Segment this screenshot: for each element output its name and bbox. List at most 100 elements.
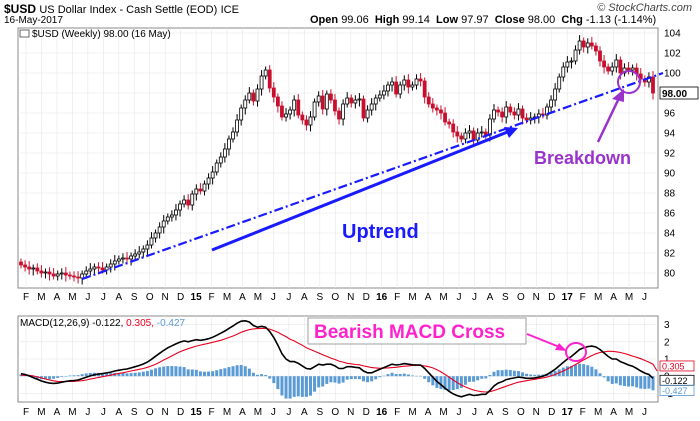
macd-histogram-bar [586, 365, 590, 377]
price-legend-swatch [19, 29, 30, 38]
macd-histogram-bar [349, 376, 353, 380]
candle-body [508, 106, 513, 113]
macd-histogram-bar [374, 376, 378, 380]
price-x-tick-label: A [610, 292, 617, 303]
candle-body [426, 96, 431, 105]
candle-body [402, 79, 407, 86]
macd-histogram-bar [141, 371, 145, 377]
price-x-tick-label: M [408, 292, 416, 303]
bearish-cross-annotation: Bearish MACD Cross [314, 322, 505, 343]
candle-body [626, 67, 631, 71]
macd-histogram-bar [308, 376, 312, 396]
candle-body [585, 42, 590, 48]
candle-body [31, 267, 36, 270]
candle-body [606, 66, 611, 72]
candle-body [133, 253, 138, 257]
price-x-tick-label: J [271, 292, 276, 303]
price-x-tick-label: N [347, 292, 354, 303]
candle-body [369, 103, 374, 111]
macd-histogram-bar [19, 374, 23, 377]
candle-body [443, 112, 447, 123]
macd-value-tag [659, 385, 695, 396]
macd-x-tick-label: D [177, 407, 184, 418]
macd-histogram-bar [386, 374, 390, 377]
candle-body [565, 61, 570, 68]
macd-histogram-bar [121, 372, 125, 377]
macd-value-tag-label: 0.305 [662, 361, 685, 371]
macd-histogram-bar [635, 376, 639, 388]
macd-histogram-bar [84, 373, 88, 377]
stockcharts-logo: © StockCharts.com [597, 2, 692, 14]
macd-histogram-bar [260, 374, 264, 377]
breakdown-annotation: Breakdown [534, 148, 631, 168]
price-x-tick-label: A [425, 292, 432, 303]
macd-histogram-bar [549, 372, 553, 377]
macd-x-tick-label: J [101, 407, 106, 418]
candle-body [182, 199, 186, 205]
macd-histogram-bar [105, 373, 109, 377]
candle-body [27, 266, 32, 270]
candle-body [59, 272, 64, 275]
candle-body [381, 90, 386, 96]
candle-body [210, 171, 215, 179]
macd-x-tick-label: M [439, 407, 447, 418]
candle-body [598, 50, 602, 62]
macd-histogram-bar [366, 376, 370, 383]
price-x-tick-label: 16 [376, 292, 388, 303]
macd-histogram-bar [149, 369, 153, 377]
macd-histogram-bar [578, 363, 582, 377]
macd-signal-line [20, 327, 658, 393]
uptrend-arrow [211, 129, 511, 252]
macd-histogram-bar [516, 371, 520, 377]
candle-body [288, 109, 293, 115]
candle-body [218, 156, 223, 164]
macd-histogram-bar [23, 375, 27, 377]
price-x-tick-label: J [286, 292, 291, 303]
price-y-tick-label: 92 [664, 149, 676, 160]
candle-body [488, 118, 492, 136]
candle-body [19, 261, 23, 266]
price-x-tick-label: M [439, 292, 447, 303]
candle-body [84, 270, 89, 275]
macd-histogram-bar [508, 370, 512, 377]
candle-body [549, 99, 553, 108]
macd-histogram-bar [394, 373, 398, 377]
macd-histogram-bar [598, 373, 602, 377]
macd-histogram-bar [276, 376, 280, 390]
macd-histogram-bar [357, 376, 361, 380]
price-x-tick-label: M [68, 292, 76, 303]
candle-body [206, 177, 211, 185]
macd-x-tick-label: M [408, 407, 416, 418]
macd-histogram-bar [622, 376, 626, 387]
high-value: 99.14 [402, 14, 430, 26]
price-x-tick-label: D [177, 292, 184, 303]
candle-body [137, 251, 142, 255]
macd-histogram-bar [170, 366, 174, 377]
candle-body [190, 193, 195, 206]
price-x-tick-label: M [37, 292, 45, 303]
macd-histogram-bar [382, 375, 386, 377]
macd-histogram-bar [117, 372, 121, 377]
macd-histogram-bar [402, 373, 406, 377]
price-y-tick-label: 86 [664, 209, 676, 220]
bearish-cross-arrow [526, 333, 563, 349]
macd-histogram-bar [243, 366, 247, 377]
price-x-tick-label: J [642, 292, 647, 303]
candle-body [520, 108, 525, 119]
price-y-tick-label: 84 [664, 229, 676, 240]
macd-x-tick-label: A [115, 407, 122, 418]
macd-histogram-bar [268, 376, 272, 379]
candle-body [610, 66, 615, 72]
macd-x-tick-label: M [223, 407, 231, 418]
candle-body [296, 99, 301, 116]
macd-x-tick-label: F [209, 407, 215, 418]
macd-histogram-bar [158, 367, 162, 377]
macd-value-tag-label: -0.122 [662, 376, 688, 386]
macd-histogram-bar [304, 376, 308, 397]
low-label: Low [436, 14, 459, 26]
candle-body [125, 257, 129, 260]
macd-histogram-bar [472, 376, 476, 382]
candle-body [129, 255, 133, 260]
macd-histogram-bar [476, 376, 480, 381]
macd-histogram-bar [182, 367, 186, 377]
